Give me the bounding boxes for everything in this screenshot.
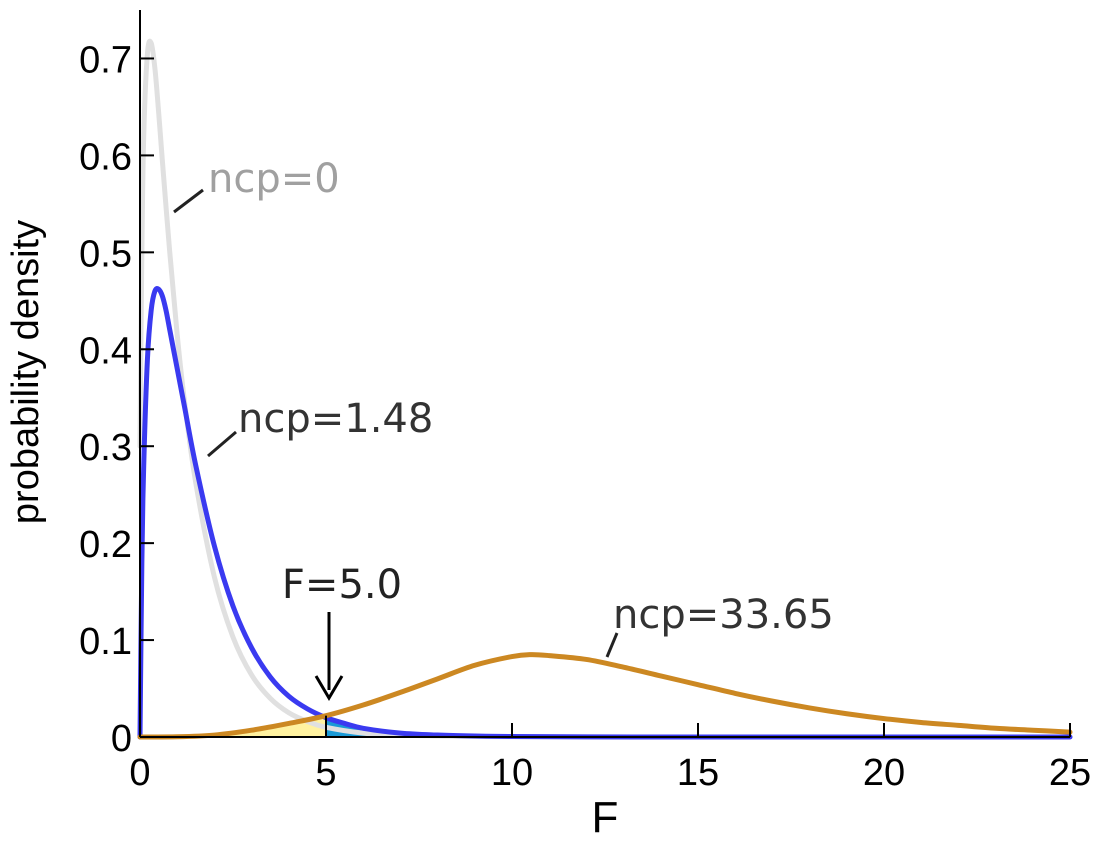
tick-labels: 0 5 10 15 20 25 0 0.1 0.2 0.3 0.4 0.5 0.6 0.7 [79,39,1091,794]
x-tick-label: 15 [677,752,719,794]
y-tick-label: 0.1 [79,621,132,663]
y-tick-label: 0.6 [79,136,132,178]
critical-value-arrow-head [314,675,344,701]
leader-line-ncp-1-48 [207,430,237,458]
y-tick-label: 0.7 [79,39,132,81]
x-tick-label: 5 [315,752,336,794]
shaded-region-1 [140,715,326,737]
series-label-ncp-1-48: ncp=1.48 [238,396,433,442]
leader-line-ncp-33-65 [605,632,619,658]
series-label-ncp-0: ncp=0 [208,156,340,202]
y-tick-label: 0.2 [79,524,132,566]
leader-line-ncp-0 [173,188,204,214]
critical-value-label: F=5.0 [282,562,402,608]
x-tick-label: 0 [129,752,150,794]
annotations: ncp=0 ncp=1.48 ncp=33.65 F=5.0 [173,156,834,701]
series-line-ncp-1-48 [137,285,1073,740]
x-tick-label: 25 [1049,752,1091,794]
tick-marks [139,57,1071,737]
x-tick-label: 20 [863,752,905,794]
y-tick-label: 0 [111,718,132,760]
axes [139,10,1070,738]
y-axis-title: probability density [5,220,47,524]
y-tick-label: 0.3 [79,427,132,469]
x-axis-title: F [592,793,619,842]
y-tick-label: 0.5 [79,233,132,275]
y-tick-label: 0.4 [79,330,132,372]
series-line-ncp-33-65 [137,652,1073,740]
curves [137,38,1073,740]
series-label-ncp-33-65: ncp=33.65 [613,592,834,638]
series-line-ncp-0 [137,38,1073,740]
x-tick-label: 10 [491,752,533,794]
